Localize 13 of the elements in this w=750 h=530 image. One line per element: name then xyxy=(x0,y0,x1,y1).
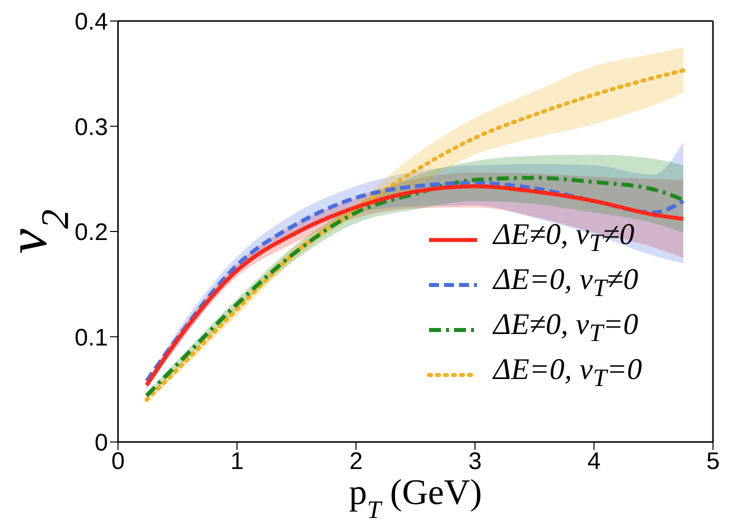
y-tick-label: 0.4 xyxy=(74,8,108,36)
y-tick-label: 0.3 xyxy=(74,114,108,141)
x-tick-label: 0 xyxy=(111,448,125,476)
x-tick-label: 1 xyxy=(230,448,244,476)
legend-label: ΔE≠0, v$_{T}$≠0 xyxy=(493,218,634,257)
x-tick-label: 5 xyxy=(706,448,720,476)
legend-label: ΔE=0, v$_{T}$≠0 xyxy=(493,263,638,302)
legend-label: ΔE≠0, v$_{T}$=0 xyxy=(493,308,638,347)
x-tick-label: 4 xyxy=(587,448,601,476)
legend-label: ΔE=0, v$_{T}$=0 xyxy=(493,353,642,392)
y-tick-label: 0 xyxy=(94,430,108,457)
y-tick-label: 0.1 xyxy=(74,324,108,352)
y-tick-label: 0.2 xyxy=(74,219,108,246)
